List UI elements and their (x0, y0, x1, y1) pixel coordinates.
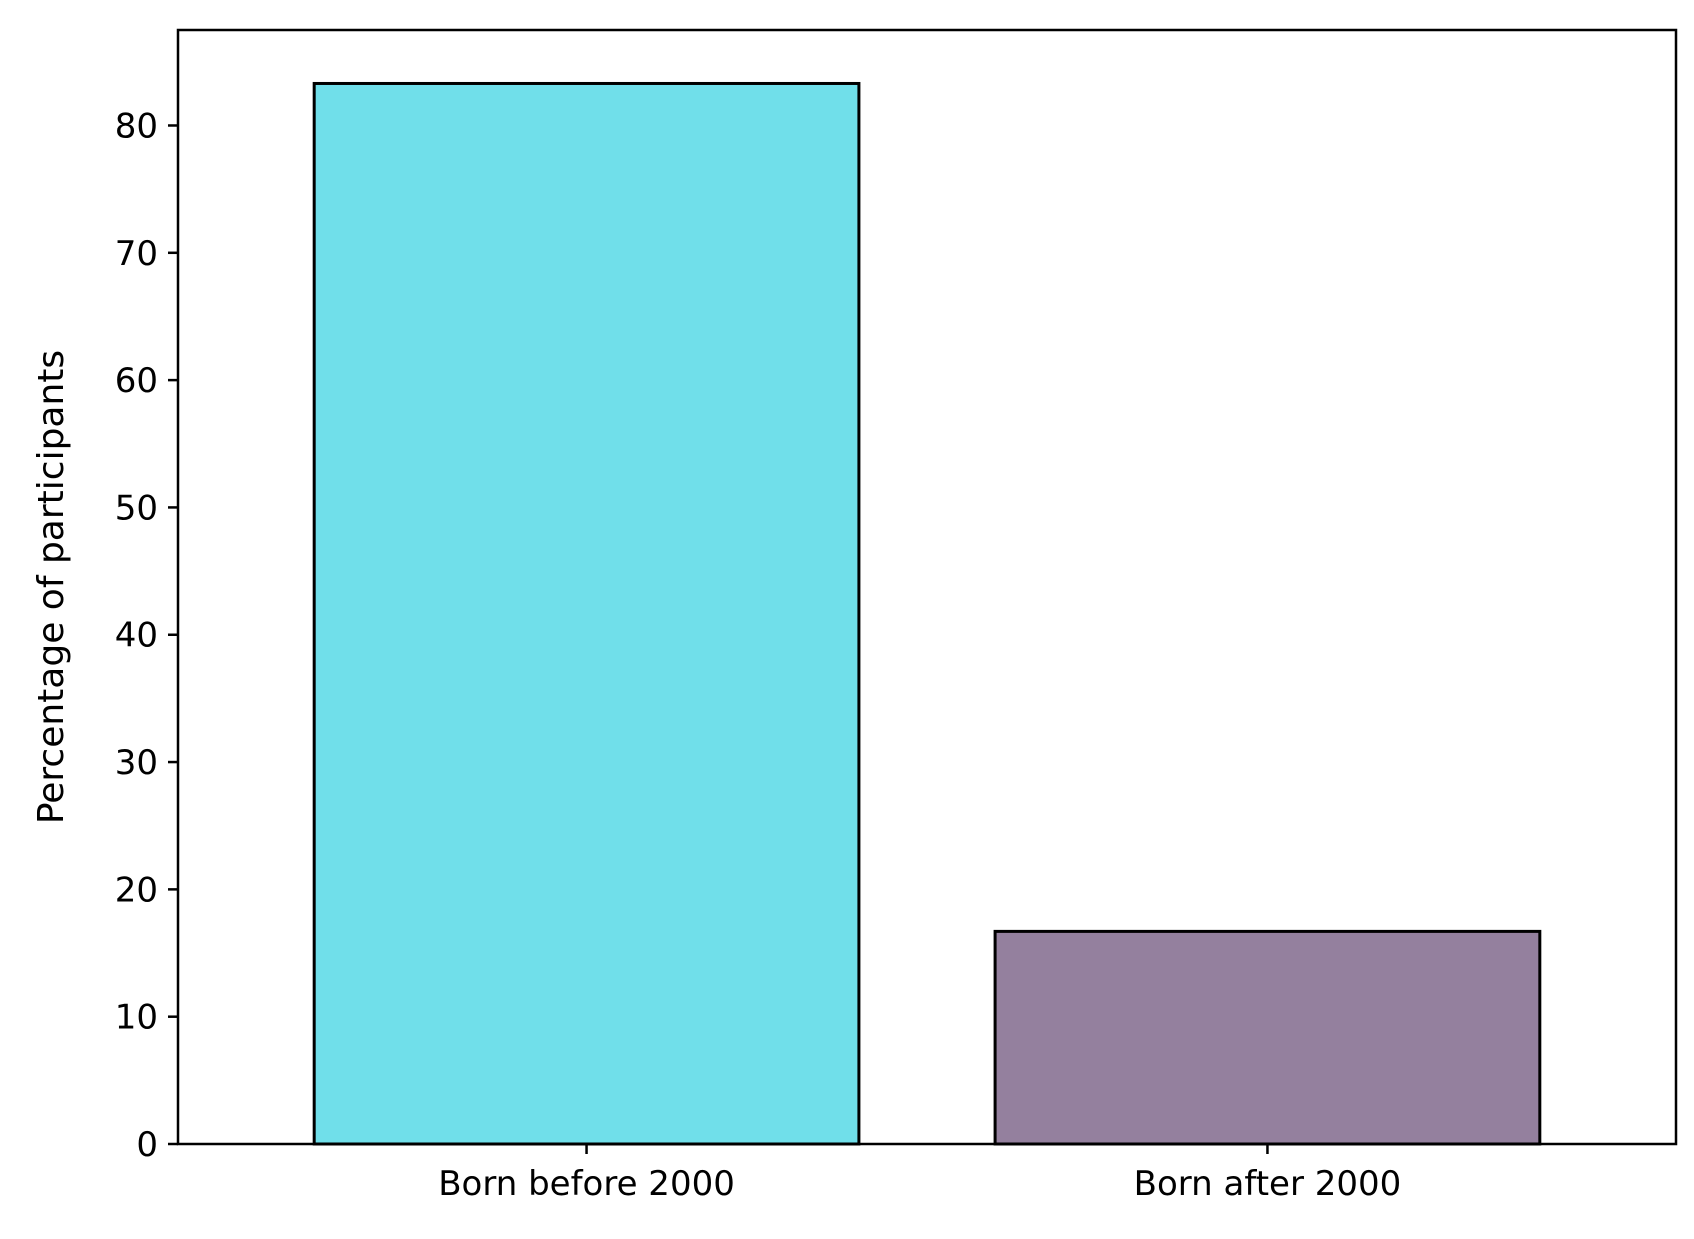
y-axis: 0 10 20 30 40 50 60 70 80 (115, 106, 178, 1165)
y-tick-label: 60 (115, 361, 158, 401)
y-tick-label: 80 (115, 106, 158, 146)
bar-born-before-2000 (312, 81, 861, 1146)
y-tick-label: 30 (115, 743, 158, 783)
y-tick-label: 40 (115, 616, 158, 656)
y-tick-label: 70 (115, 234, 158, 274)
y-axis-label: Percentage of participants (31, 350, 72, 824)
plot-frame (176, 28, 1678, 1146)
y-tick-label: 0 (136, 1125, 158, 1165)
x-axis: Born before 2000 Born after 2000 (438, 1144, 1401, 1204)
y-tick-label: 20 (115, 870, 158, 910)
bar-born-after-2000 (993, 929, 1542, 1146)
y-tick-label: 10 (115, 998, 158, 1038)
y-tick-label: 50 (115, 488, 158, 528)
bars-group (312, 81, 1542, 1146)
x-tick-label: Born after 2000 (1134, 1164, 1402, 1204)
x-tick-label: Born before 2000 (438, 1164, 735, 1204)
